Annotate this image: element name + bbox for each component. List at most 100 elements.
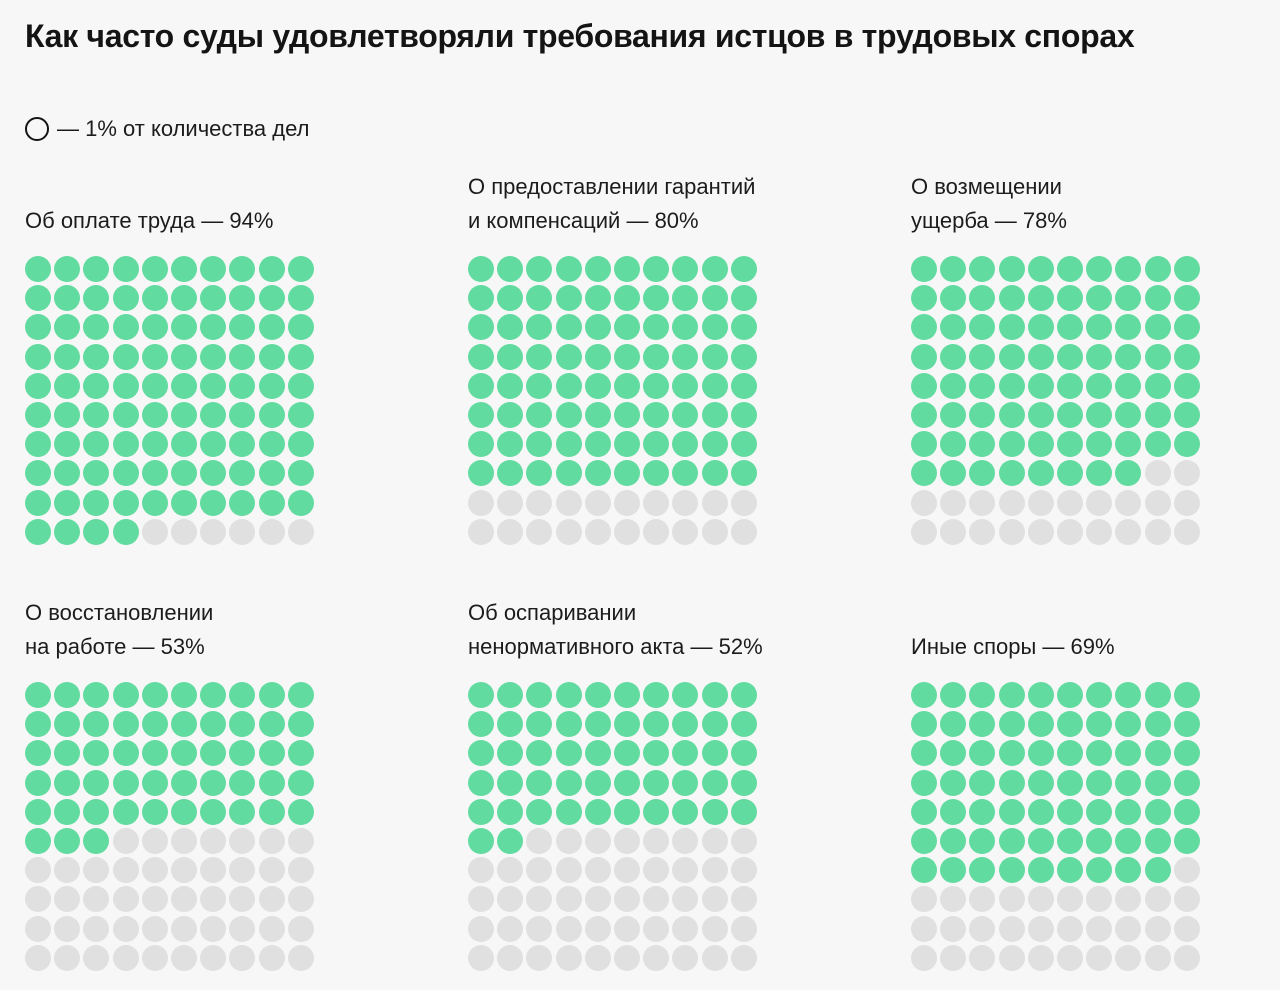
filled-dot [141,431,168,458]
filled-dot [258,343,285,370]
filled-dot [141,372,168,399]
empty-dot [555,886,582,913]
empty-dot [701,489,728,516]
empty-dot [1173,857,1200,884]
filled-dot [1173,401,1200,428]
filled-dot [998,314,1025,341]
filled-dot [911,285,937,312]
empty-dot [468,915,494,942]
filled-dot [555,798,582,825]
filled-dot [940,401,967,428]
filled-dot [584,401,611,428]
panel-label: О восстановлении [25,600,214,625]
filled-dot [613,682,640,708]
filled-dot [141,798,168,825]
filled-dot [1173,682,1200,708]
filled-dot [730,798,757,825]
filled-dot [672,798,699,825]
filled-dot [83,256,110,282]
empty-dot [1115,518,1142,545]
filled-dot [613,711,640,738]
filled-dot [526,256,553,282]
empty-dot [672,518,699,545]
empty-dot [200,944,227,971]
filled-dot [1173,372,1200,399]
empty-dot [1144,518,1171,545]
empty-dot [1144,460,1171,487]
filled-dot [83,740,110,767]
filled-dot [969,460,996,487]
filled-dot [1056,285,1083,312]
filled-dot [526,798,553,825]
filled-dot [613,314,640,341]
empty-dot [25,857,51,884]
filled-dot [83,343,110,370]
empty-dot [141,827,168,854]
filled-dot [672,431,699,458]
filled-dot [25,798,51,825]
filled-dot [200,682,227,708]
filled-dot [1173,314,1200,341]
empty-dot [83,886,110,913]
filled-dot [1056,711,1083,738]
filled-dot [969,769,996,796]
empty-dot [526,827,553,854]
filled-dot [200,314,227,341]
empty-dot [54,857,81,884]
filled-dot [112,314,139,341]
filled-dot [229,798,256,825]
empty-dot [998,518,1025,545]
filled-dot [1115,769,1142,796]
filled-dot [969,343,996,370]
filled-dot [1027,769,1054,796]
filled-dot [25,372,51,399]
filled-dot [643,431,670,458]
waffle-grid [468,256,757,545]
filled-dot [701,798,728,825]
filled-dot [555,711,582,738]
filled-dot [287,314,314,341]
filled-dot [643,285,670,312]
filled-dot [940,460,967,487]
empty-dot [701,944,728,971]
empty-dot [112,886,139,913]
filled-dot [54,798,81,825]
empty-dot [141,518,168,545]
filled-dot [969,401,996,428]
filled-dot [730,343,757,370]
filled-dot [141,314,168,341]
filled-dot [998,827,1025,854]
filled-dot [497,343,524,370]
filled-dot [112,518,139,545]
empty-dot [730,915,757,942]
empty-dot [998,886,1025,913]
filled-dot [1086,827,1113,854]
empty-dot [940,944,967,971]
filled-dot [1115,711,1142,738]
filled-dot [1027,682,1054,708]
filled-dot [468,798,494,825]
filled-dot [526,711,553,738]
empty-dot [584,827,611,854]
filled-dot [468,372,494,399]
empty-dot [555,944,582,971]
filled-dot [468,401,494,428]
filled-dot [584,682,611,708]
filled-dot [1056,401,1083,428]
filled-dot [643,769,670,796]
filled-dot [969,857,996,884]
filled-dot [25,401,51,428]
filled-dot [25,314,51,341]
filled-dot [170,314,197,341]
empty-dot [969,886,996,913]
filled-dot [112,372,139,399]
filled-dot [1144,740,1171,767]
filled-dot [54,460,81,487]
filled-dot [83,489,110,516]
filled-dot [54,518,81,545]
filled-dot [643,372,670,399]
filled-dot [1086,372,1113,399]
filled-dot [555,769,582,796]
empty-dot [672,827,699,854]
filled-dot [940,285,967,312]
